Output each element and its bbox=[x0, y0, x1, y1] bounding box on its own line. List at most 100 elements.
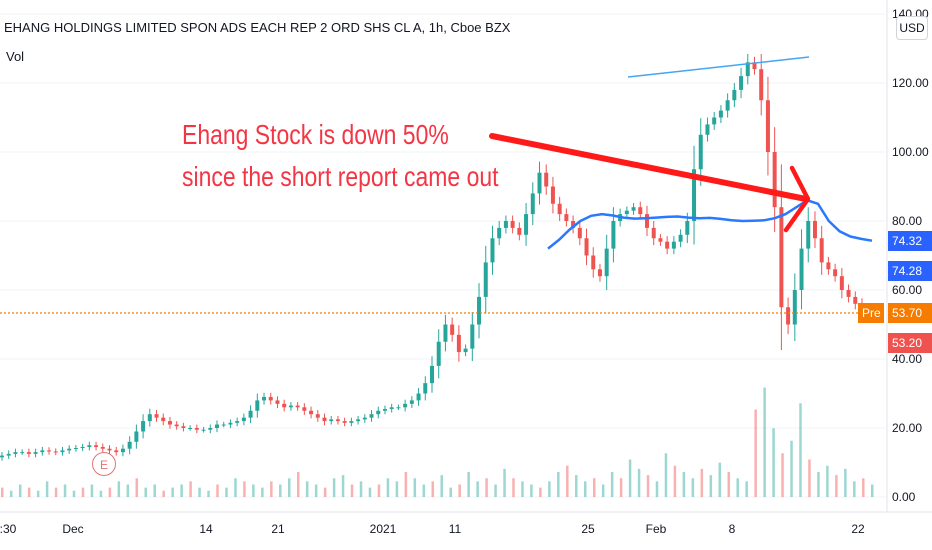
pre-market-price-tag: 53.70 bbox=[888, 303, 932, 323]
volume-bar bbox=[18, 484, 22, 497]
candle-body bbox=[517, 227, 522, 235]
candle-body bbox=[262, 396, 267, 401]
x-tick-label: :30 bbox=[0, 522, 17, 536]
earnings-marker[interactable]: E bbox=[92, 452, 116, 476]
volume-bar bbox=[619, 478, 623, 497]
candle-body bbox=[53, 451, 58, 453]
candle-body bbox=[127, 441, 132, 449]
candle-body bbox=[826, 262, 831, 270]
candle-body bbox=[846, 290, 851, 297]
candle-body bbox=[60, 450, 65, 453]
candle-body bbox=[188, 428, 193, 429]
candle-body bbox=[745, 62, 750, 77]
candle-body bbox=[87, 445, 92, 447]
volume-bar bbox=[162, 490, 165, 497]
candle-body bbox=[853, 296, 858, 304]
volume-bar bbox=[790, 440, 793, 497]
volume-bar bbox=[557, 472, 560, 497]
candle-body bbox=[409, 400, 414, 404]
currency-button[interactable]: USD bbox=[896, 16, 928, 40]
volume-bar bbox=[72, 490, 76, 497]
candle-body bbox=[732, 89, 737, 101]
candle-body bbox=[658, 238, 663, 242]
volume-bar bbox=[63, 484, 67, 497]
volume-bar bbox=[144, 487, 148, 497]
volume-bar bbox=[189, 481, 192, 497]
candle-body bbox=[638, 207, 643, 215]
candle-body bbox=[396, 407, 401, 409]
volume-bar bbox=[117, 481, 121, 497]
candle-body bbox=[577, 227, 582, 239]
candle-body bbox=[530, 193, 535, 215]
candle-body bbox=[33, 452, 38, 454]
candle-body bbox=[73, 448, 78, 450]
candle-body bbox=[718, 110, 723, 118]
candle-body bbox=[235, 421, 240, 423]
volume-bar bbox=[700, 468, 704, 497]
volume-bar bbox=[682, 472, 686, 497]
candle-body bbox=[571, 221, 576, 228]
volume-bar bbox=[422, 484, 426, 497]
volume-bar bbox=[673, 465, 677, 497]
moving-average-line bbox=[547, 198, 873, 250]
volume-bar bbox=[314, 484, 318, 497]
volume-bar bbox=[243, 481, 246, 497]
volume-bar bbox=[386, 478, 390, 497]
volume-bar bbox=[288, 478, 291, 497]
candle-body bbox=[510, 221, 515, 228]
volume-bar bbox=[261, 487, 264, 497]
candle-body bbox=[772, 152, 777, 208]
volume-bar bbox=[691, 478, 695, 497]
volume-bar bbox=[350, 484, 354, 497]
volume-bar bbox=[279, 484, 282, 497]
candle-body bbox=[765, 100, 770, 152]
volume-bar bbox=[844, 468, 847, 497]
y-tick-label: 0.00 bbox=[892, 490, 916, 504]
candle-body bbox=[483, 262, 488, 297]
y-tick-label: 60.00 bbox=[892, 283, 922, 297]
volume-bar bbox=[485, 478, 488, 497]
candle-body bbox=[215, 424, 219, 428]
x-tick-label: Feb bbox=[646, 522, 667, 536]
y-tick-label: 40.00 bbox=[892, 352, 922, 366]
volume-bar bbox=[180, 484, 183, 497]
volume-bar bbox=[539, 487, 542, 497]
volume-bar bbox=[368, 487, 372, 497]
volume-bar bbox=[216, 484, 219, 497]
x-tick-label: 8 bbox=[729, 522, 736, 536]
candle-body bbox=[692, 169, 697, 221]
y-tick-label: 100.00 bbox=[892, 145, 929, 159]
candle-body bbox=[13, 452, 18, 454]
x-tick-label: 11 bbox=[449, 522, 462, 536]
volume-bar bbox=[1, 487, 4, 497]
candle-body bbox=[645, 214, 649, 228]
candle-body bbox=[443, 324, 448, 342]
symbol-title: EHANG HOLDINGS LIMITED SPON ADS EACH REP… bbox=[4, 20, 511, 35]
volume-bar bbox=[494, 484, 497, 497]
candle-body bbox=[94, 445, 99, 447]
volume-bar bbox=[601, 484, 605, 497]
volume-bar bbox=[548, 481, 551, 497]
volume-bar bbox=[799, 403, 802, 497]
candle-body bbox=[671, 241, 676, 249]
candle-body bbox=[651, 227, 656, 239]
candle-body bbox=[477, 296, 482, 325]
candle-body bbox=[759, 69, 764, 101]
volume-bar bbox=[853, 481, 856, 497]
volume-bar bbox=[90, 484, 94, 497]
candle-body bbox=[194, 428, 199, 430]
volume-bar bbox=[781, 453, 784, 497]
volume-bar bbox=[512, 478, 515, 497]
candle-body bbox=[389, 407, 394, 410]
candle-body bbox=[154, 414, 159, 418]
candle-body bbox=[295, 405, 300, 408]
candle-body bbox=[833, 269, 838, 277]
candle-body bbox=[376, 410, 381, 415]
volume-bar bbox=[628, 459, 632, 497]
candle-body bbox=[255, 400, 260, 411]
volume-bar bbox=[521, 481, 524, 497]
pre-market-label: Pre bbox=[858, 303, 884, 323]
candle-body bbox=[100, 446, 105, 449]
volume-bar bbox=[135, 478, 139, 497]
